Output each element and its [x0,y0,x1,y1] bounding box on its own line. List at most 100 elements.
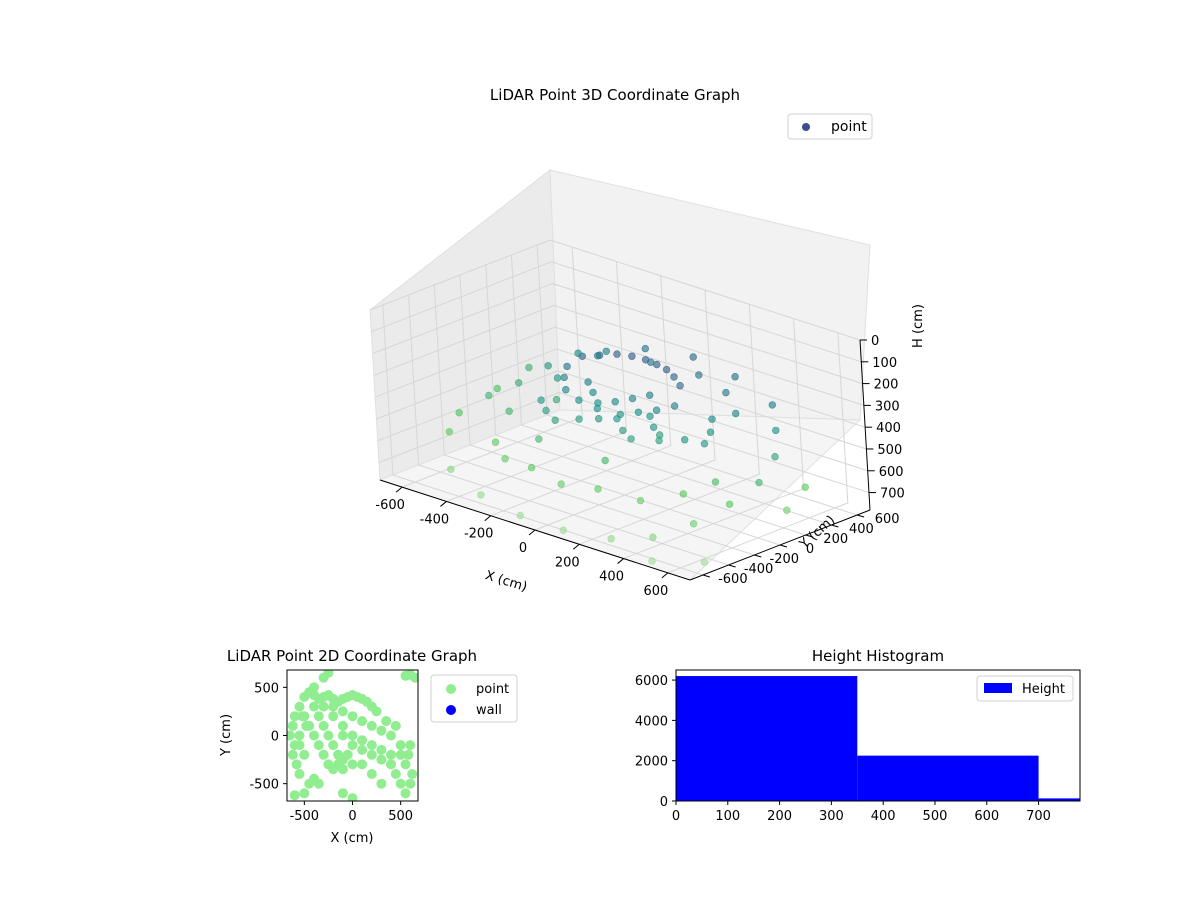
plot3d-ztick-label: 300 [875,399,900,414]
plot3d-ztick-label: 500 [877,443,902,458]
histogram-ticks: 0 100 200 300 400 500 600 700 0 2000 4000 6000 [635,674,1051,824]
histogram-ytick-label: 6000 [635,674,668,689]
plot2d-point [294,740,305,751]
plot3d-point [801,483,809,491]
plot3d-xtick-label: -200 [464,527,494,542]
plot3d-point [607,534,615,543]
plot2d-point [386,730,396,741]
plot3d-ytick-label: 400 [849,522,874,537]
plot2d-legend: point wall [430,674,518,723]
plot3d-grid-y [433,284,755,556]
plot3d-grid-z [378,392,870,494]
plot3d-point [575,396,583,404]
plot3d-title: LiDAR Point 3D Coordinate Graph [490,86,740,104]
plot2d-title: LiDAR Point 2D Coordinate Graph [227,647,477,665]
plot3d-grid-z [369,239,861,341]
plot2d-point [395,778,406,789]
plot2d-point [299,711,310,722]
plot3d-grid-y [408,294,729,566]
histogram-bar [676,676,858,801]
plot2d-point [287,749,298,760]
plot3d-point [563,362,571,371]
plot3d-point [771,453,779,461]
plot3d-zlabel: H (cm) [911,304,926,348]
plot3d-point [679,490,687,498]
plot3d-point [768,401,776,409]
plot2d-point [376,744,387,755]
histogram-xtick-label: 0 [672,809,680,824]
plot2d-point [357,716,368,727]
plot3d-legend-box [787,113,873,140]
plot3d-ytick-label: -200 [770,552,800,567]
plot3d-point [594,399,602,407]
plot2d-point [357,759,368,770]
plot2d-point [328,701,339,712]
plot3d-ytick-label: -400 [744,562,774,577]
plot3d-point [551,416,559,424]
histogram-xtick-label: 500 [923,809,948,824]
plot3d-legend: point [787,113,873,140]
plot3d-point [700,558,709,566]
plot2d-legend-marker-point [446,684,456,694]
plot2d-ytick-label: 500 [254,681,279,696]
plot3d-point [493,384,501,393]
plot2d-point [366,720,377,731]
plot3d-grid-x [534,289,716,531]
histogram-frame [675,669,1081,802]
plot3d-ytick-mark [779,544,788,548]
plot3d-point [527,463,536,472]
plot3d-point [562,386,570,394]
plot3d-grid-z [376,348,867,450]
plot2d-xlabel: X (cm) [331,831,374,846]
plot3d-point [731,409,740,418]
plot3d-points [445,344,809,566]
plot2d-point [400,759,411,770]
plot2d-point [366,769,377,779]
plot2d-ytick-label: 0 [271,730,279,745]
plot2d-point [407,769,418,779]
plot2d-point [328,740,339,751]
plot3d-point [619,426,627,435]
plot2d-point [395,740,406,751]
plot2d-xtick-label: 500 [388,809,413,824]
plot2d-point [386,759,396,770]
plot3d-point [613,350,621,358]
plot3d-ytick-mark [728,564,736,568]
plot3d-point [627,435,635,443]
plot3d-legend-marker [802,123,810,131]
plot2d-point [395,749,406,760]
plot2d-point [309,730,319,741]
histogram-xtick-label: 400 [871,809,896,824]
plot3d-xtick-mark [440,501,447,507]
plot2d-point [390,720,401,731]
plot3d-point [700,440,709,448]
plot2d-point [323,730,334,741]
plot3d-ytick-mark [831,524,839,528]
plot3d-xtick-label: 200 [555,555,580,570]
plot3d-point [725,500,734,508]
plot3d-ztick-label: 400 [876,421,901,436]
plot3d-point [491,438,500,446]
plot2d-ylabel: Y (cm) [219,714,234,757]
plot2d-point [366,749,377,760]
plot3d-point [653,360,661,369]
plot2d-point [294,730,305,741]
plot2d-point [289,790,300,801]
plot3d-y-axis-line [689,509,871,581]
plot3d-grid-x [579,304,760,545]
plot2d-point [337,706,348,717]
plot2d-point [287,720,298,731]
plot3d-point [602,347,610,355]
plot2d-point [371,706,382,717]
plot3d-point [783,506,791,514]
plot2d-legend-label-wall: wall [476,703,502,718]
plot3d-point [695,371,703,379]
plot2d-point [347,793,358,801]
histogram-legend-box [976,675,1074,702]
plot3d-point [514,379,523,387]
plot2d-point [313,778,324,789]
plot3d-legend-label: point [831,119,867,135]
plot2d-point [291,759,302,770]
plot2d-point [337,788,348,799]
plot3d-grid-y [536,244,858,516]
